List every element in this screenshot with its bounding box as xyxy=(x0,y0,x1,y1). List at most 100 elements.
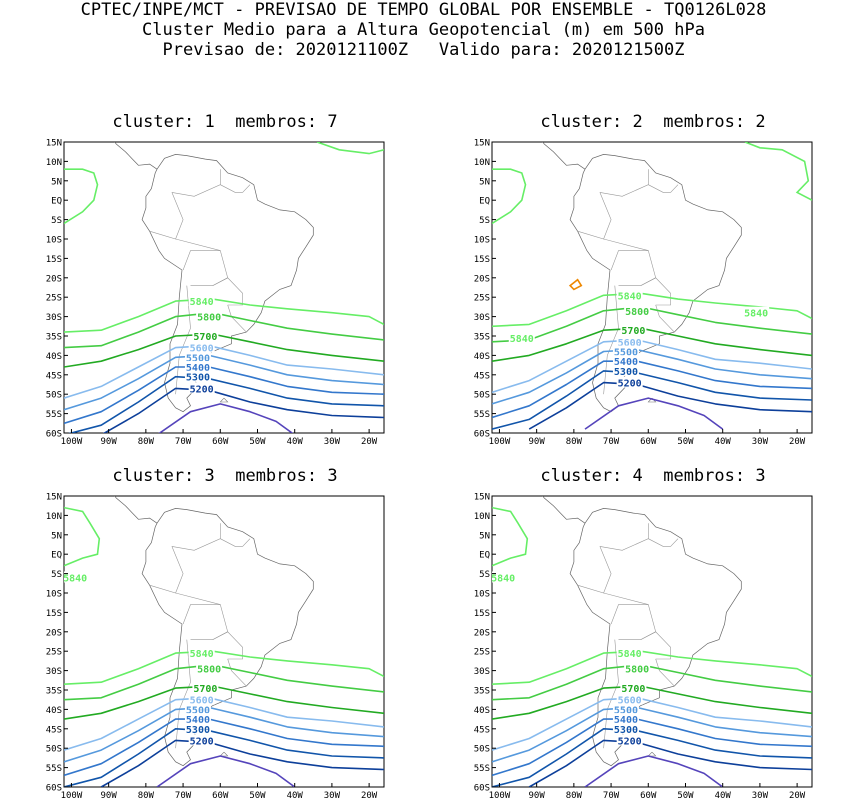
south-america-coastline xyxy=(569,154,742,413)
contour-label-bg xyxy=(188,295,215,307)
lon-tick-label: 60W xyxy=(212,791,229,801)
contour-label-5800: 5800 xyxy=(625,307,649,318)
lat-tick-label: 15N xyxy=(474,139,490,149)
country-border xyxy=(171,169,221,197)
lon-tick-label: 50W xyxy=(249,791,266,801)
lat-tick-label: 15N xyxy=(474,493,490,503)
header-title: CPTEC/INPE/MCT - PREVISAO DE TEMPO GLOBA… xyxy=(80,0,767,20)
country-border xyxy=(640,277,671,306)
lat-tick-label: 15N xyxy=(46,493,62,503)
contour-label-bg xyxy=(188,341,215,353)
country-border xyxy=(175,285,191,395)
contour-label-bg xyxy=(616,376,643,388)
lat-tick-label: 15S xyxy=(474,255,490,265)
country-border xyxy=(599,169,649,197)
lon-tick-label: 70W xyxy=(175,791,192,801)
lat-tick-label: 5N xyxy=(479,531,490,541)
lat-tick-label: 45S xyxy=(46,725,62,735)
contour-label-bg xyxy=(612,713,639,725)
contour-label-5600: 5600 xyxy=(618,696,642,707)
contour-label-bg xyxy=(612,703,639,715)
lat-tick-label: 5N xyxy=(51,531,62,541)
contour-label-5400: 5400 xyxy=(186,715,210,726)
contour-label-5840: 5840 xyxy=(190,649,214,660)
lat-tick-label: 40S xyxy=(474,706,490,716)
map-panel-cluster-1: cluster: 1 membros: 7 5840 5800 5700 5600 55… xyxy=(30,112,420,457)
contour-label-5800: 5800 xyxy=(197,665,221,676)
contour-label-bg xyxy=(612,345,639,357)
lon-tick-label: 70W xyxy=(603,437,620,447)
contour-line-5100 xyxy=(158,403,294,433)
country-border xyxy=(212,277,243,306)
contour-line-5840 xyxy=(64,298,384,333)
lat-tick-label: 10S xyxy=(474,236,490,246)
contour-label-bg xyxy=(743,306,770,318)
central-america-coastline xyxy=(114,496,158,524)
country-border xyxy=(171,523,221,551)
lat-tick-label: 60S xyxy=(46,430,62,440)
contour-line-5200 xyxy=(528,739,812,787)
contour-label-bg xyxy=(184,351,211,363)
lon-tick-label: 100W xyxy=(61,791,83,801)
lat-tick-label: 35S xyxy=(46,333,62,343)
central-america-coastline xyxy=(114,142,158,170)
island-coastline xyxy=(219,751,229,757)
contour-label-5400: 5400 xyxy=(614,715,638,726)
lat-tick-label: 15S xyxy=(474,609,490,619)
contour-line-5840 xyxy=(64,650,384,685)
lat-tick-label: 25S xyxy=(474,648,490,658)
contour-label-5500: 5500 xyxy=(614,705,638,716)
central-america-coastline xyxy=(542,496,586,524)
lat-tick-label: 40S xyxy=(46,706,62,716)
lon-tick-label: 90W xyxy=(101,791,118,801)
contour-label-bg xyxy=(616,693,643,705)
lat-tick-label: 55S xyxy=(46,764,62,774)
panel-title: cluster: 3 membros: 3 xyxy=(112,466,338,486)
lat-tick-label: 5S xyxy=(479,570,490,580)
lon-tick-label: 40W xyxy=(287,791,304,801)
contour-line-5200 xyxy=(528,381,812,430)
lon-tick-label: 90W xyxy=(529,437,546,447)
lon-tick-label: 70W xyxy=(603,791,620,801)
contour-label-bg xyxy=(616,647,643,659)
country-border xyxy=(220,184,243,193)
map-panel-cluster-4: cluster: 4 membros: 3 5840 5800 5700 5600 55… xyxy=(458,466,847,811)
lat-tick-label: 55S xyxy=(474,764,490,774)
lon-tick-label: 20W xyxy=(361,437,378,447)
central-america-coastline xyxy=(542,142,586,170)
lat-tick-label: 25S xyxy=(46,294,62,304)
lat-tick-label: 20S xyxy=(474,274,490,284)
south-america-coastline xyxy=(141,508,314,767)
lat-tick-label: 60S xyxy=(46,784,62,794)
country-border xyxy=(242,538,251,547)
country-border xyxy=(610,250,657,286)
lat-tick-label: 5N xyxy=(51,177,62,187)
lat-tick-label: 10S xyxy=(46,590,62,600)
lon-tick-label: 90W xyxy=(529,791,546,801)
contour-label-5200: 5200 xyxy=(190,384,214,395)
south-america-coastline xyxy=(569,508,742,767)
contour-line-5840 xyxy=(492,292,812,328)
lat-tick-label: 35S xyxy=(46,687,62,697)
island-coastline xyxy=(647,751,657,757)
contour-label-bg xyxy=(196,662,223,674)
country-border xyxy=(670,184,679,193)
contour-label-bg xyxy=(616,335,643,347)
country-border xyxy=(182,604,229,640)
lon-tick-label: 60W xyxy=(640,791,657,801)
contour-label-5840: 5840 xyxy=(491,573,515,584)
lon-tick-label: 30W xyxy=(324,437,341,447)
contour-label-bg xyxy=(624,304,651,316)
contour-line-5840-north xyxy=(744,142,812,201)
contour-label-5700: 5700 xyxy=(621,684,645,695)
contour-label-bg xyxy=(620,682,647,694)
contour-label-bg xyxy=(192,682,219,694)
contour-label-bg xyxy=(188,647,215,659)
lon-tick-label: 80W xyxy=(138,791,155,801)
contour-label-5800: 5800 xyxy=(625,665,649,676)
contour-label-5200: 5200 xyxy=(190,736,214,747)
lon-tick-label: 70W xyxy=(175,437,192,447)
